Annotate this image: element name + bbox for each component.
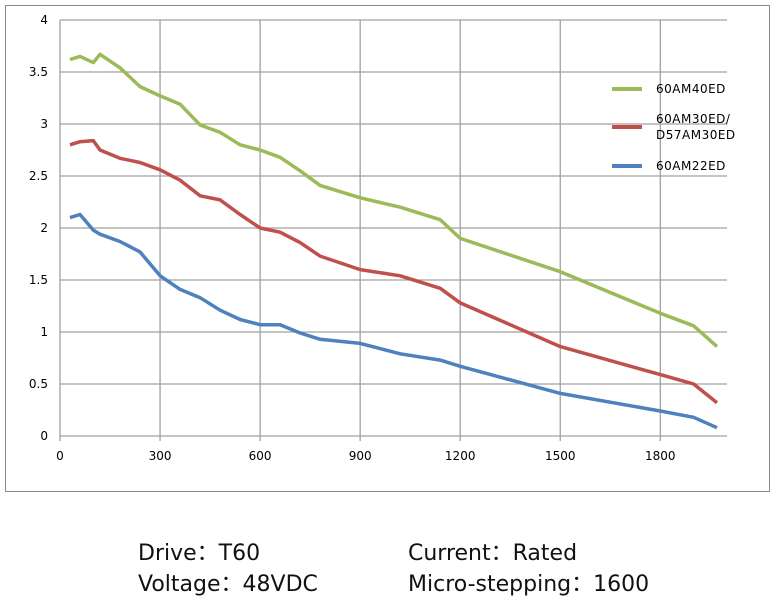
x-tick-label: 1500 — [545, 449, 576, 463]
y-tick-label: 3.5 — [29, 65, 48, 79]
y-tick-label: 0 — [40, 429, 48, 443]
microstepping-label: Micro-stepping：1600 — [408, 572, 650, 597]
x-tick-label: 300 — [149, 449, 172, 463]
legend-label: 60AM30ED/ — [656, 112, 731, 126]
legend-label: D57AM30ED — [656, 128, 736, 142]
x-tick-label: 1800 — [645, 449, 676, 463]
legend-label: 60AM40ED — [656, 82, 726, 96]
series-line-60am30edd57am30ed — [69, 138, 719, 405]
legend-label: 60AM22ED — [656, 159, 726, 173]
y-tick-label: 0.5 — [29, 377, 48, 391]
x-tick-label: 600 — [249, 449, 272, 463]
line-chart: 0 0.5 1 1.5 2 2.5 3 3.5 4 0 300 600 900 1200 1500 1800 6… — [29, 13, 736, 463]
chart-frame — [5, 5, 770, 492]
current-label: Current：Rated — [408, 541, 578, 566]
x-tick-label: 900 — [349, 449, 372, 463]
voltage-label: Voltage：48VDC — [138, 572, 318, 597]
x-tick-label: 0 — [56, 449, 64, 463]
x-tick-label: 1200 — [445, 449, 476, 463]
y-tick-label: 2 — [40, 221, 48, 235]
y-tick-label: 1 — [40, 325, 48, 339]
drive-label: Drive：T60 — [138, 541, 261, 566]
y-tick-label: 4 — [40, 13, 48, 27]
series-line-60am40ed — [69, 52, 719, 348]
y-tick-label: 1.5 — [29, 273, 48, 287]
y-tick-label: 3 — [40, 117, 48, 131]
y-tick-label: 2.5 — [29, 169, 48, 183]
series-line-60am22ed — [69, 212, 718, 430]
